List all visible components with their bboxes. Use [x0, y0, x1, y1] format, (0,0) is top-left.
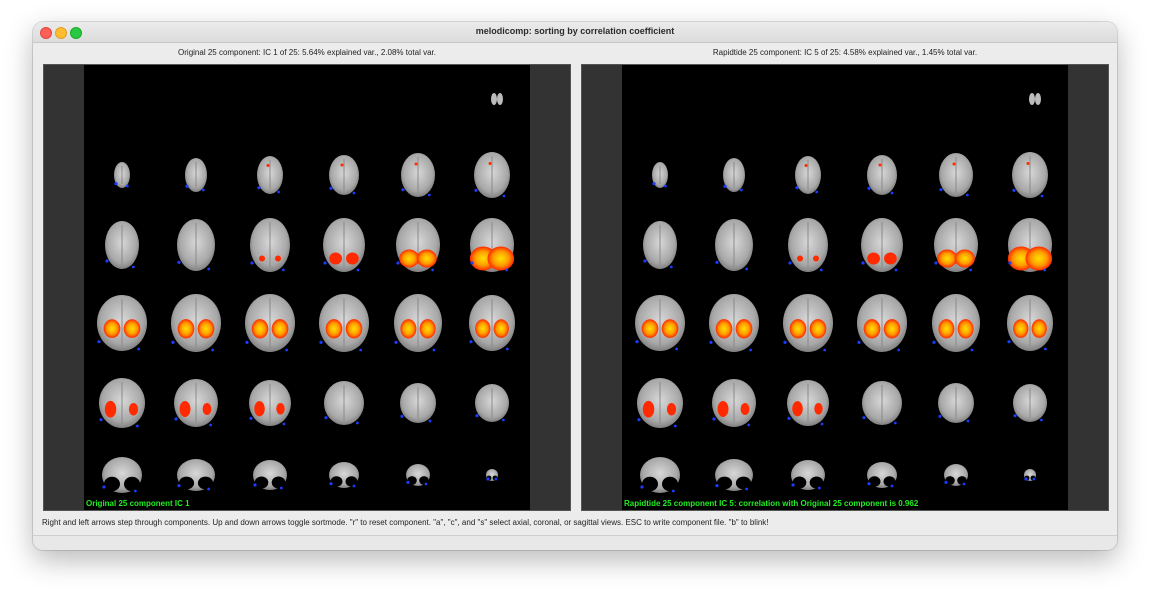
brain-slice [486, 469, 498, 481]
brain-slice [469, 218, 515, 272]
brain-slice [637, 378, 683, 428]
brain-slice [939, 153, 973, 197]
left-panel-margin [44, 65, 84, 510]
orientation-thumbnail [491, 93, 503, 105]
title-bar[interactable]: melodicomp: sorting by correlation coeff… [33, 22, 1117, 43]
brain-slice [329, 155, 359, 195]
brain-slice [862, 381, 902, 425]
brain-slice [253, 460, 287, 490]
brain-slice [788, 218, 828, 272]
orientation-thumbnail [1029, 93, 1041, 105]
left-panel-header: Original 25 component: IC 1 of 25: 5.64%… [178, 48, 436, 57]
brain-slice [652, 162, 668, 188]
brain-slice [177, 459, 215, 491]
brain-slice [329, 462, 359, 488]
brain-slice [406, 464, 430, 486]
left-panel-margin-right [530, 65, 570, 510]
maximize-icon[interactable] [70, 27, 82, 39]
brain-slice [474, 152, 510, 198]
right-panel-margin [582, 65, 622, 510]
left-image-panel[interactable]: Original 25 component IC 1 [43, 64, 571, 511]
brain-slice [938, 383, 974, 423]
brain-slice [396, 218, 440, 272]
brain-slice [319, 294, 369, 352]
brain-slice [174, 379, 218, 427]
brain-slice [475, 384, 509, 422]
brain-slice [712, 379, 756, 427]
right-panel-header: Rapidtide 25 component: IC 5 of 25: 4.58… [712, 48, 978, 57]
brain-slice [114, 162, 130, 188]
brain-slice [323, 218, 365, 272]
brain-slice [171, 294, 221, 352]
brain-slice [1007, 295, 1053, 351]
app-window: melodicomp: sorting by correlation coeff… [33, 22, 1117, 550]
brain-slice [250, 218, 290, 272]
brain-slice [715, 219, 753, 271]
brain-slice [787, 380, 829, 426]
brain-slice [944, 464, 968, 486]
right-image-panel[interactable]: Rapidtide 25 component IC 5: correlation… [581, 64, 1109, 511]
brain-slice [1024, 469, 1036, 481]
help-text: Right and left arrows step through compo… [42, 518, 769, 527]
right-panel-caption: Rapidtide 25 component IC 5: correlation… [624, 499, 919, 508]
brain-slice [102, 457, 142, 493]
right-panel-margin-right [1068, 65, 1108, 510]
brain-slice [861, 218, 903, 272]
brain-slice [867, 462, 897, 488]
brain-slice [857, 294, 907, 352]
close-icon[interactable] [40, 27, 52, 39]
brain-slice [709, 294, 759, 352]
brain-slice [783, 294, 833, 352]
brain-slice [469, 295, 515, 351]
brain-slice [791, 460, 825, 490]
left-panel-caption: Original 25 component IC 1 [86, 499, 190, 508]
brain-slice [795, 156, 821, 194]
brain-slice [1007, 218, 1053, 272]
brain-slice [401, 153, 435, 197]
brain-slice [177, 219, 215, 271]
brain-slice [249, 380, 291, 426]
status-bar [33, 535, 1117, 550]
brain-slice [635, 295, 685, 351]
brain-slice [643, 221, 677, 269]
window-title: melodicomp: sorting by correlation coeff… [475, 26, 675, 36]
brain-slice [257, 156, 283, 194]
brain-slice [640, 457, 680, 493]
brain-slice [99, 378, 145, 428]
brain-slice [934, 218, 978, 272]
left-brain-mosaic[interactable] [44, 65, 570, 510]
brain-slice [867, 155, 897, 195]
brain-slice [185, 158, 207, 192]
brain-slice [400, 383, 436, 423]
brain-slice [1012, 152, 1048, 198]
brain-slice [105, 221, 139, 269]
brain-slice [715, 459, 753, 491]
brain-slice [723, 158, 745, 192]
brain-slice [324, 381, 364, 425]
brain-slice [1013, 384, 1047, 422]
minimize-icon[interactable] [55, 27, 67, 39]
brain-slice [245, 294, 295, 352]
brain-slice [97, 295, 147, 351]
right-brain-mosaic[interactable] [582, 65, 1108, 510]
brain-slice [394, 294, 442, 352]
brain-slice [932, 294, 980, 352]
